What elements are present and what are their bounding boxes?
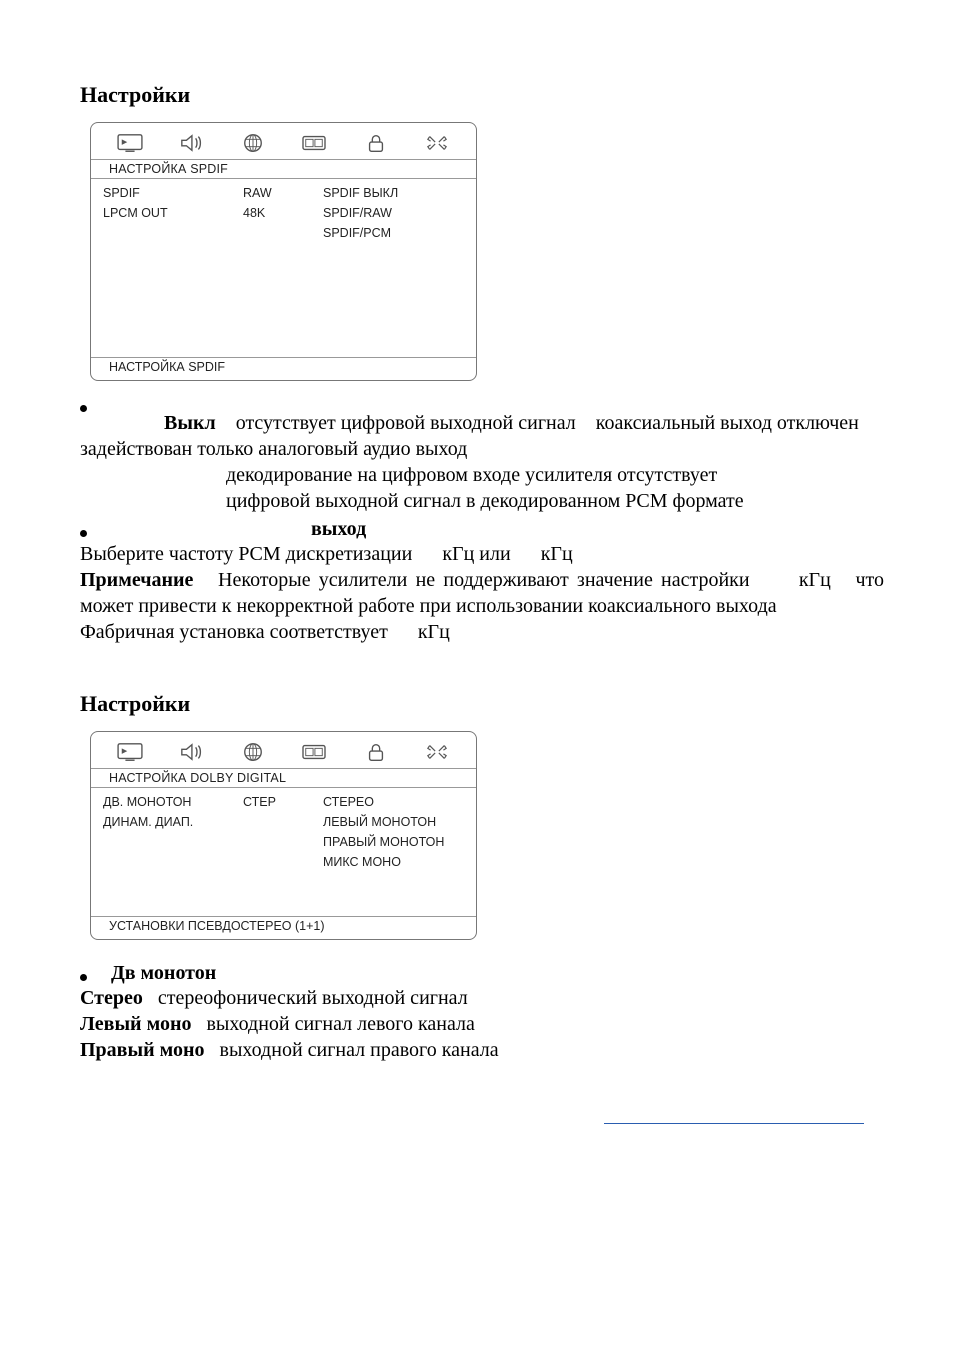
video-icon: [298, 740, 330, 764]
text: стереофонический выходной сигнал: [158, 987, 468, 1009]
term-bold: Левый моно: [80, 1013, 191, 1035]
lock-icon: [360, 740, 392, 764]
text: Некоторые усилители не поддерживают знач…: [218, 569, 750, 591]
osd-option: МИКС МОНО: [323, 852, 464, 872]
text: кГц: [799, 569, 831, 591]
speaker-icon: [175, 131, 207, 155]
osd-row-label: ДВ. МОНОТОН: [103, 792, 243, 812]
text: коаксиальный выход отключен: [596, 412, 859, 434]
osd-row-value: 48K: [243, 203, 323, 223]
osd-tab-bar: [91, 732, 476, 768]
osd-row-label: ДИНАМ. ДИАП.: [103, 812, 243, 832]
globe-icon: [237, 740, 269, 764]
tools-icon: [421, 740, 453, 764]
osd-row-label: LPCM OUT: [103, 203, 243, 223]
globe-icon: [237, 131, 269, 155]
text: декодирование на цифровом входе усилител…: [226, 464, 717, 486]
text: выходной сигнал правого канала: [220, 1039, 499, 1061]
osd-option: ЛЕВЫЙ МОНОТОН: [323, 812, 464, 832]
term-bold: выход: [311, 518, 366, 541]
speaker-icon: [175, 740, 207, 764]
osd-row-value: RAW: [243, 183, 323, 203]
tools-icon: [421, 131, 453, 155]
lock-icon: [360, 131, 392, 155]
paragraph: Левый моно выходной сигнал левого канала: [80, 1011, 884, 1037]
term-bold: Примечание: [80, 569, 193, 591]
text: Выберите частоту PCM дискретизации: [80, 543, 412, 565]
osd-title: НАСТРОЙКА SPDIF: [91, 159, 476, 179]
paragraph: Примечание Некоторые усилители не поддер…: [80, 567, 884, 619]
osd-option: СТЕРЕО: [323, 792, 464, 812]
osd-row-value: СТЕР: [243, 792, 323, 812]
osd-title: НАСТРОЙКА DOLBY DIGITAL: [91, 768, 476, 788]
text: задействован только аналоговый аудио вых…: [80, 438, 467, 460]
term-bold: Правый моно: [80, 1039, 205, 1061]
text: выходной сигнал левого канала: [206, 1013, 474, 1035]
paragraph: Выберите частоту PCM дискретизации кГц и…: [80, 541, 884, 567]
paragraph: цифровой выходной сигнал в декодированно…: [80, 488, 884, 514]
monitor-icon: [114, 131, 146, 155]
paragraph: Выкл отсутствует цифровой выходной сигна…: [80, 410, 884, 436]
osd-option: ПРАВЫЙ МОНОТОН: [323, 832, 464, 852]
paragraph: Фабричная установка соответствует кГц: [80, 619, 884, 645]
term-bold: Выкл: [164, 412, 216, 434]
osd-option: SPDIF/RAW: [323, 203, 464, 223]
section-heading-spdif: Настройки: [80, 82, 884, 108]
paragraph: Правый моно выходной сигнал правого кана…: [80, 1037, 884, 1063]
video-icon: [298, 131, 330, 155]
section-heading-dolby: Настройки: [80, 691, 884, 717]
bullet-item: [80, 403, 884, 410]
paragraph: декодирование на цифровом входе усилител…: [80, 462, 884, 488]
osd-body: SPDIF LPCM OUT RAW 48K SPDIF ВЫКЛ SPDIF/…: [91, 179, 476, 357]
text: кГц или: [442, 543, 510, 565]
osd-footer: УСТАНОВКИ ПСЕВДОСТЕРЕО (1+1): [91, 916, 476, 939]
text: цифровой выходной сигнал в декодированно…: [226, 490, 744, 512]
footer-rule: [604, 1123, 864, 1124]
osd-footer: НАСТРОЙКА SPDIF: [91, 357, 476, 380]
osd-dolby-window: НАСТРОЙКА DOLBY DIGITAL ДВ. МОНОТОН ДИНА…: [90, 731, 477, 940]
paragraph: Стерео стереофонический выходной сигнал: [80, 985, 884, 1011]
text: Фабричная установка соответствует: [80, 621, 388, 643]
osd-option: SPDIF/PCM: [323, 223, 464, 243]
bullet-item: Дв монотон: [80, 962, 884, 985]
bullet-item: выход: [80, 518, 884, 541]
osd-row-label: SPDIF: [103, 183, 243, 203]
paragraph: задействован только аналоговый аудио вых…: [80, 436, 884, 462]
monitor-icon: [114, 740, 146, 764]
osd-spdif-window: НАСТРОЙКА SPDIF SPDIF LPCM OUT RAW 48K S…: [90, 122, 477, 381]
osd-tab-bar: [91, 123, 476, 159]
osd-option: SPDIF ВЫКЛ: [323, 183, 464, 203]
term-bold: Стерео: [80, 987, 143, 1009]
text: кГц: [418, 621, 450, 643]
text: кГц: [541, 543, 573, 565]
term-bold: Дв монотон: [111, 962, 216, 985]
osd-body: ДВ. МОНОТОН ДИНАМ. ДИАП. СТЕР СТЕРЕО ЛЕВ…: [91, 788, 476, 916]
text: отсутствует цифровой выходной сигнал: [236, 412, 576, 434]
